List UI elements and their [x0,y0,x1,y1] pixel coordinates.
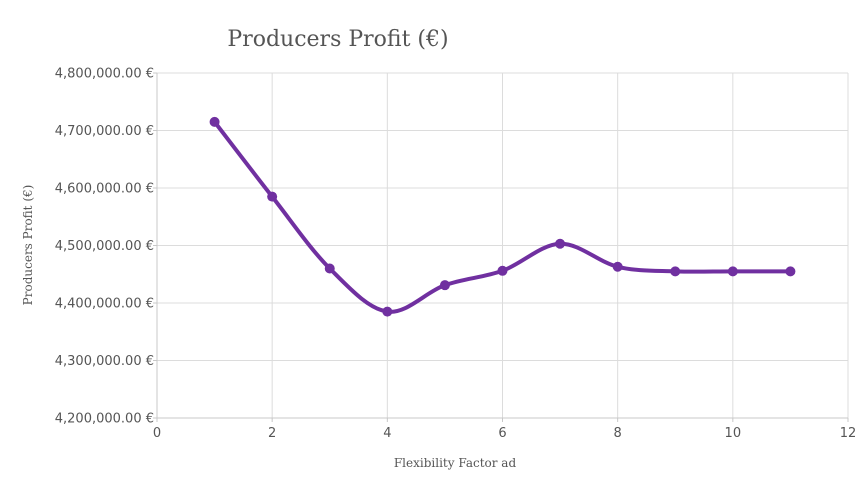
y-tick-label: 4,200,000.00 € [55,412,154,427]
x-tick-label: 6 [498,426,506,441]
series [209,116,796,317]
x-tick-label: 2 [268,426,276,441]
x-tick-label: 8 [614,426,622,441]
data-point[interactable] [209,116,220,127]
x-tick-label: 12 [840,426,857,441]
data-point[interactable] [267,191,278,202]
data-point[interactable] [727,266,738,277]
data-point[interactable] [555,238,566,249]
data-point[interactable] [324,263,335,274]
chart-title: Producers Profit (€) [227,27,448,52]
x-axis-tick-labels: 0 2 4 6 8 10 12 [153,426,856,441]
data-point[interactable] [382,306,393,317]
y-axis-title: Producers Profit (€) [21,185,35,306]
data-point[interactable] [785,266,796,277]
y-tick-label: 4,600,000.00 € [55,182,154,197]
x-tick-label: 0 [153,426,161,441]
data-point[interactable] [612,261,623,272]
grid [156,72,849,419]
data-point[interactable] [497,265,508,276]
y-tick-label: 4,300,000.00 € [55,354,154,369]
x-tick-label: 10 [725,426,742,441]
data-point[interactable] [439,280,450,291]
series-line [212,119,793,314]
y-axis-tick-labels: 4,200,000.00 € 4,300,000.00 € 4,400,000.00… [55,67,154,427]
data-point[interactable] [670,266,681,277]
y-tick-label: 4,500,000.00 € [55,239,154,254]
y-tick-label: 4,800,000.00 € [55,67,154,82]
x-axis-title: Flexibility Factor ad [394,456,517,470]
axes [153,72,849,422]
y-tick-label: 4,700,000.00 € [55,124,154,139]
x-tick-label: 4 [383,426,391,441]
y-tick-label: 4,400,000.00 € [55,297,154,312]
